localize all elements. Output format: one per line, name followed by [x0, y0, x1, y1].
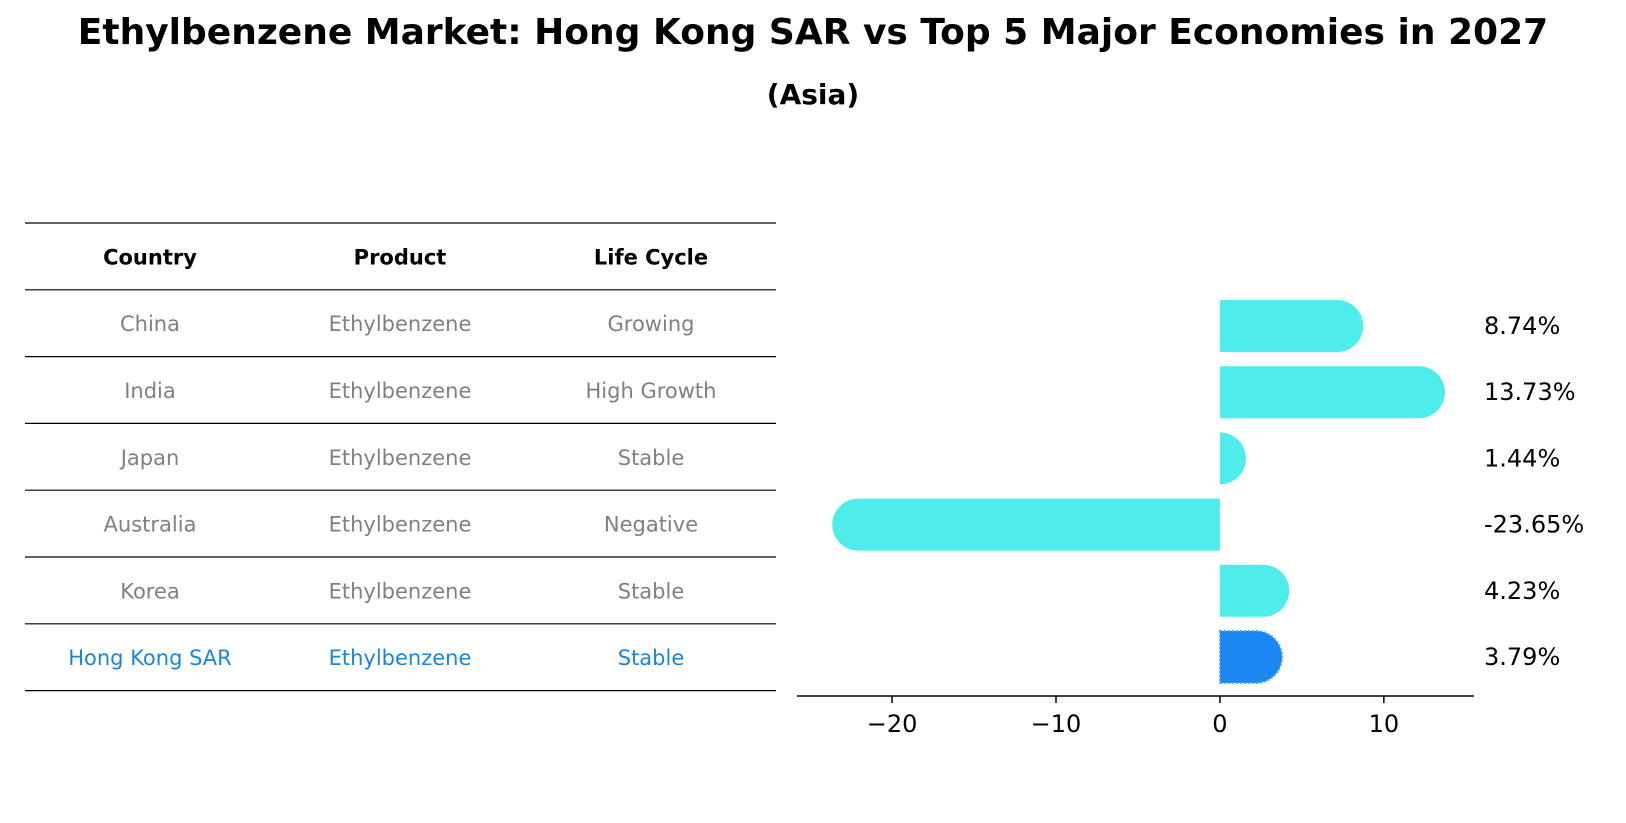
- table-rules: [25, 222, 776, 692]
- bar-china: [1219, 300, 1364, 352]
- value-label: 1.44%: [1484, 444, 1560, 472]
- cell-product: Ethylbenzene: [329, 379, 472, 403]
- bar-series: [832, 300, 1445, 684]
- bar-korea: [1219, 564, 1290, 617]
- cell-country: Japan: [119, 446, 180, 470]
- cell-life-cycle: Stable: [618, 579, 685, 603]
- value-label: -23.65%: [1484, 511, 1584, 539]
- bar-hong-kong-sar: [1218, 630, 1284, 684]
- x-axis: −20 −10 0 10: [797, 695, 1474, 738]
- cell-country: Australia: [104, 513, 197, 537]
- value-label: 4.23%: [1484, 577, 1560, 605]
- chart-title: Ethylbenzene Market: Hong Kong SAR vs To…: [77, 12, 1549, 53]
- cell-country: China: [120, 312, 180, 336]
- cell-life-cycle: Stable: [618, 646, 685, 670]
- cell-country: India: [124, 379, 176, 403]
- value-labels: 8.74% 13.73% 1.44% -23.65% 4.23% 3.79%: [1484, 312, 1584, 671]
- table-body: China Ethylbenzene Growing India Ethylbenzen…: [68, 312, 716, 670]
- x-tick-label: 0: [1212, 710, 1227, 738]
- cell-product: Ethylbenzene: [329, 646, 472, 670]
- x-tick-label: 10: [1369, 710, 1400, 738]
- x-tick-label: −20: [867, 710, 918, 738]
- value-label: 3.79%: [1484, 643, 1560, 671]
- chart-subtitle: (Asia): [766, 78, 860, 111]
- cell-product: Ethylbenzene: [329, 446, 472, 470]
- cell-product: Ethylbenzene: [329, 579, 472, 603]
- header-country: Country: [103, 245, 197, 269]
- bar-india: [1219, 366, 1445, 419]
- cell-life-cycle: High Growth: [586, 379, 717, 403]
- bar-australia: [832, 498, 1220, 551]
- cell-life-cycle: Growing: [608, 312, 695, 336]
- cell-life-cycle: Stable: [618, 446, 685, 470]
- cell-product: Ethylbenzene: [329, 513, 472, 537]
- header-product: Product: [354, 245, 447, 269]
- x-tick-label: −10: [1031, 710, 1082, 738]
- value-label: 13.73%: [1484, 378, 1576, 406]
- bar-japan: [1219, 432, 1246, 485]
- header-life-cycle: Life Cycle: [594, 245, 708, 269]
- value-label: 8.74%: [1484, 312, 1560, 340]
- cell-country: Korea: [120, 579, 180, 603]
- cell-life-cycle: Negative: [604, 513, 698, 537]
- table-header: Country Product Life Cycle: [103, 245, 708, 269]
- cell-product: Ethylbenzene: [329, 312, 472, 336]
- cell-country: Hong Kong SAR: [68, 646, 232, 670]
